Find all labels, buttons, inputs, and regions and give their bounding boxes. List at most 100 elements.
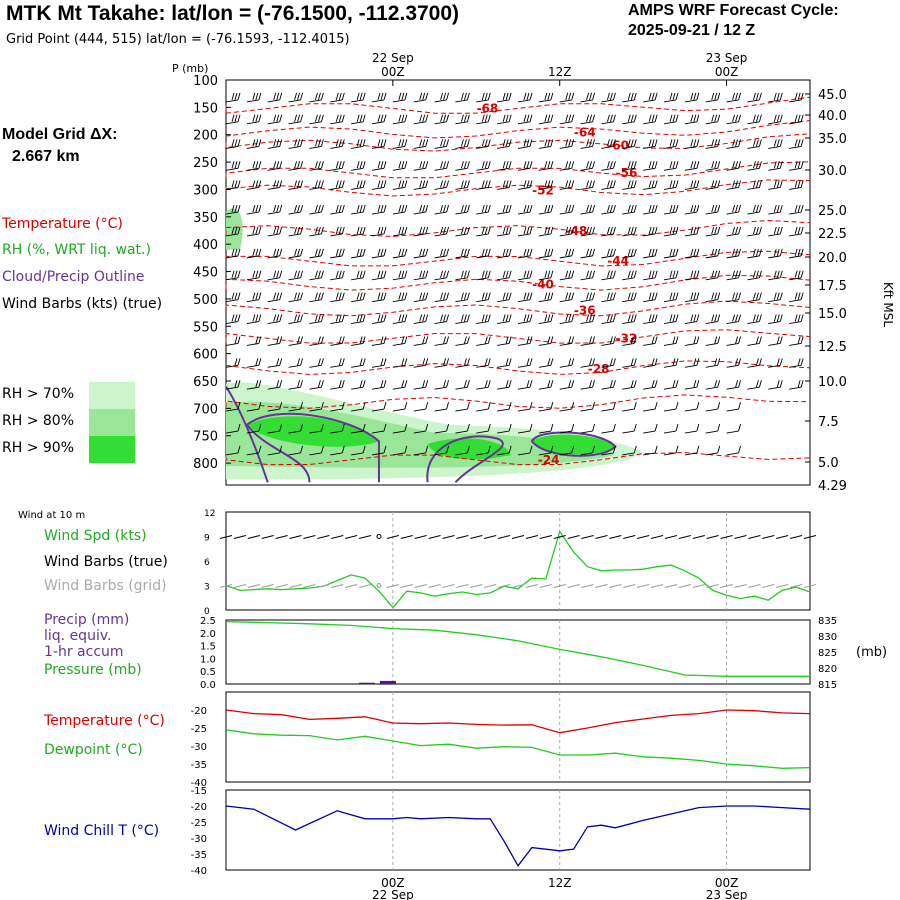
wind-barb xyxy=(747,336,762,346)
wind-barb xyxy=(580,292,596,303)
wind-barb xyxy=(351,380,366,390)
wind-barb xyxy=(580,314,596,324)
bottom-time-tick-label: 00Z xyxy=(381,876,405,890)
wind-barb xyxy=(309,226,324,237)
pressure-right-tick-label: 820 xyxy=(818,664,837,675)
kft-tick-label: 30.0 xyxy=(818,164,847,179)
wind-barb xyxy=(309,401,324,412)
wind-barb xyxy=(497,204,512,215)
wind-barb xyxy=(225,226,241,237)
wind-barb xyxy=(288,92,304,103)
wind-barb xyxy=(476,445,491,456)
wind-tick-label: 12 xyxy=(204,509,215,519)
wind-barb-grid xyxy=(497,584,511,588)
wind-barb xyxy=(705,336,721,346)
wind-barb xyxy=(267,204,283,215)
wind-barb xyxy=(705,139,721,149)
wind-barb xyxy=(622,380,637,390)
wind-barb xyxy=(371,270,387,281)
wind-barb xyxy=(747,314,762,324)
wind-barb xyxy=(643,292,658,303)
wind-barb xyxy=(267,139,283,149)
wind-barb xyxy=(497,336,512,346)
wind-barb xyxy=(225,270,241,281)
wind-barb xyxy=(288,161,304,171)
temperature-contour xyxy=(225,452,811,466)
wind-chill-panel-frame xyxy=(225,789,811,871)
wind-barb xyxy=(559,114,575,125)
wind-barb xyxy=(351,292,366,303)
precip-tick-label: 0.5 xyxy=(200,667,216,678)
wind-barb xyxy=(371,204,387,215)
wind-barb xyxy=(768,204,783,215)
wind-barb-grid xyxy=(428,584,441,588)
wind-barb xyxy=(601,401,616,412)
wind-barb-grid xyxy=(609,584,622,588)
legend-cloud: Cloud/Precip Outline xyxy=(2,269,145,285)
wind-barb xyxy=(663,314,679,324)
wind-barb xyxy=(559,270,575,281)
wind-barb xyxy=(559,401,575,412)
wind-barb xyxy=(392,358,408,368)
wind-barb xyxy=(768,114,783,125)
wind-barb xyxy=(789,358,804,368)
wind-barb xyxy=(476,401,491,412)
wind-barb xyxy=(288,180,304,190)
chart-title: MTK Mt Takahe: lat/lon = (-76.1500, -112… xyxy=(6,2,460,25)
wind-barb-true xyxy=(470,535,483,539)
wind-barb-true xyxy=(233,535,247,539)
wind-barb xyxy=(559,445,575,456)
wind-barb xyxy=(267,423,283,434)
wind-barb xyxy=(580,92,596,103)
wind-barb-true xyxy=(567,535,580,539)
wind-barb xyxy=(246,114,262,125)
wind-barb xyxy=(476,92,491,103)
wind-barb-true xyxy=(525,535,539,539)
wind-barb xyxy=(726,114,742,125)
wind-barb xyxy=(392,114,408,125)
temperature-contour xyxy=(225,394,811,409)
wind-barb xyxy=(392,423,408,434)
wind-barb xyxy=(351,180,366,190)
wind-tick-label: 6 xyxy=(204,558,210,568)
wind-barb xyxy=(747,161,762,171)
wind-barb xyxy=(517,423,533,434)
temperature-label: -48 xyxy=(566,224,588,238)
wind-barb xyxy=(768,180,783,190)
wind-barb xyxy=(371,139,387,149)
wind-barb xyxy=(351,204,366,215)
wind-barb xyxy=(726,180,742,190)
wind-barb xyxy=(434,204,450,215)
wind-barb xyxy=(559,161,575,171)
wind-barb xyxy=(246,270,262,281)
wind-barb xyxy=(455,401,470,412)
wind-tick-label: 9 xyxy=(204,534,210,544)
wind-barb-true xyxy=(692,535,705,539)
wind-barb xyxy=(601,270,616,281)
pressure-line xyxy=(225,620,810,677)
wind-barb xyxy=(225,139,241,149)
wind-barb-grid xyxy=(720,584,733,588)
temp-tick-label: -40 xyxy=(191,778,207,789)
wind-barb xyxy=(413,314,429,324)
wind-barb xyxy=(747,380,762,390)
wind-barb xyxy=(330,270,345,281)
wind-chill-tick-label: -15 xyxy=(191,786,207,797)
wind-barb xyxy=(371,226,387,237)
pressure-tick-label: 600 xyxy=(193,348,218,363)
wind-barb xyxy=(246,423,262,434)
wind-barb xyxy=(789,248,804,259)
precip-tick-label: 2.0 xyxy=(200,629,216,640)
wind-barb xyxy=(434,270,450,281)
wind-barb xyxy=(434,180,450,190)
wind-barb xyxy=(413,445,429,456)
wind-barb xyxy=(392,92,408,103)
wind-barb xyxy=(663,92,679,103)
wind-barb-grid xyxy=(456,584,469,588)
wind-barb xyxy=(538,92,554,103)
wind-barb xyxy=(684,92,700,103)
wind-barb xyxy=(413,423,429,434)
legend-wind-barbs-true: Wind Barbs (true) xyxy=(44,554,168,570)
wind-barb-grid xyxy=(637,584,650,588)
precip-tick-label: 1.5 xyxy=(200,642,216,653)
